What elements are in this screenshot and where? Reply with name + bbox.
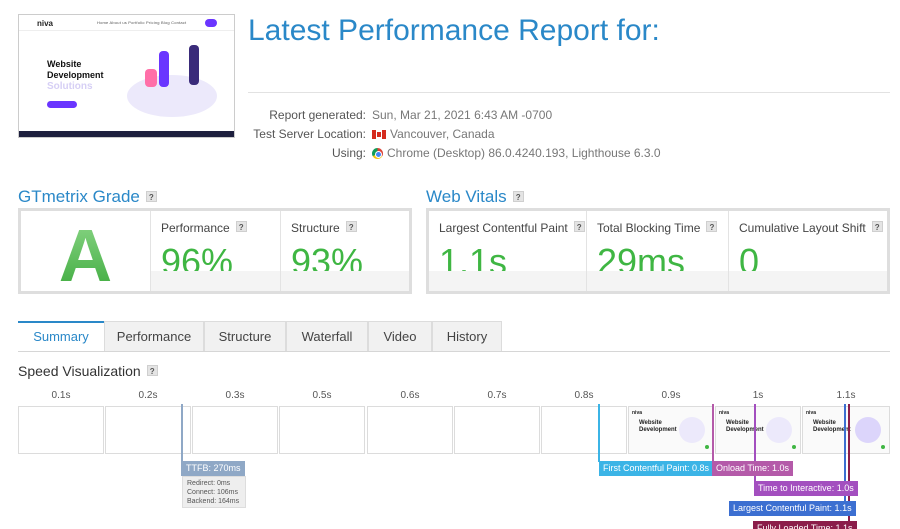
fully-loaded-line [848, 404, 850, 529]
filmstrip-frame[interactable] [105, 406, 191, 454]
vitals-panel: Largest Contentful Paint? 1.1s Total Blo… [426, 208, 890, 294]
filmstrip-frame[interactable] [454, 406, 540, 454]
filmstrip-frame[interactable] [367, 406, 453, 454]
tab-video[interactable]: Video [368, 321, 432, 351]
speed-visualization-title: Speed Visualization? [18, 363, 158, 379]
timeline-tick: 0.9s [661, 390, 681, 401]
filmstrip-frame[interactable] [279, 406, 365, 454]
fcp-line [598, 404, 600, 462]
grade-letter: A [21, 213, 150, 298]
chrome-icon [372, 148, 383, 159]
tti-marker: Time to Interactive: 1.0s [754, 481, 858, 496]
screenshot-headline: Website Development [47, 59, 104, 80]
vitals-section-title: Web Vitals? [426, 187, 524, 207]
canada-flag-icon [372, 130, 386, 139]
filmstrip-frame[interactable] [18, 406, 104, 454]
tbt-cell: Total Blocking Time? 29ms [587, 211, 729, 291]
structure-label: Structure? [291, 221, 357, 235]
timeline-tick: 0.8s [574, 390, 594, 401]
ttfb-breakdown: Redirect: 0ms Connect: 106ms Backend: 16… [182, 476, 246, 508]
screenshot-cta [47, 101, 77, 108]
performance-help-icon[interactable]: ? [235, 221, 247, 232]
timeline-tick: 1.1s [836, 390, 856, 401]
lcp-marker: Largest Contentful Paint: 1.1s [729, 501, 856, 516]
tbt-help-icon[interactable]: ? [706, 221, 718, 232]
filmstrip-frame[interactable] [192, 406, 278, 454]
lcp-help-icon[interactable]: ? [573, 221, 585, 232]
lcp-label: Largest Contentful Paint? [439, 221, 585, 235]
browser-label: Using: [331, 146, 366, 160]
timeline-tick: 1s [752, 390, 764, 401]
speed-help-icon[interactable]: ? [146, 365, 158, 376]
onload-line [712, 404, 714, 462]
cls-cell: Cumulative Layout Shift? 0 [729, 211, 887, 291]
timeline-tick: 0.3s [225, 390, 245, 401]
grade-panel: A Performance? 96% Structure? 93% [18, 208, 412, 297]
onload-marker: Onload Time: 1.0s [712, 461, 794, 476]
tab-performance[interactable]: Performance [104, 321, 204, 351]
title-divider [248, 92, 890, 93]
structure-help-icon[interactable]: ? [345, 221, 357, 232]
screenshot-illustration [127, 75, 217, 117]
tbt-label: Total Blocking Time? [597, 221, 718, 235]
vitals-help-icon[interactable]: ? [512, 191, 524, 202]
report-generated-label: Report generated: [269, 108, 366, 122]
report-generated-value: Sun, Mar 21, 2021 6:43 AM -0700 [372, 108, 553, 122]
grade-cell: A [21, 211, 151, 297]
filmstrip-frame-rendered[interactable]: niva Website Development [628, 406, 714, 454]
screenshot-nav-button [205, 19, 217, 27]
timeline-tick: 0.5s [312, 390, 332, 401]
grade-section-title: GTmetrix Grade? [18, 187, 157, 207]
lcp-line [844, 404, 846, 502]
timeline-tick: 0.1s [51, 390, 71, 401]
structure-cell: Structure? 93% [281, 211, 409, 291]
server-location: Vancouver, Canada [372, 127, 495, 141]
screenshot-logo: niva [37, 19, 54, 28]
tab-structure[interactable]: Structure [204, 321, 286, 351]
ttfb-marker: TTFB: 270ms [182, 461, 245, 476]
screenshot-nav: niva Home About us Portfolio Pricing Blo… [19, 15, 234, 31]
fcp-marker: First Contentful Paint: 0.8s [599, 461, 714, 476]
fully-loaded-marker: Fully Loaded Time: 1.1s [753, 521, 857, 529]
report-tabs: Summary Performance Structure Waterfall … [18, 321, 890, 352]
lcp-cell: Largest Contentful Paint? 1.1s [429, 211, 587, 291]
timeline-tick: 0.6s [400, 390, 420, 401]
cls-label: Cumulative Layout Shift? [739, 221, 883, 235]
timeline-tick: 0.2s [138, 390, 158, 401]
performance-cell: Performance? 96% [151, 211, 281, 291]
timeline-tick: 0.7s [487, 390, 507, 401]
page-title: Latest Performance Report for: [248, 14, 660, 47]
tti-line [754, 404, 756, 482]
tab-waterfall[interactable]: Waterfall [286, 321, 368, 351]
filmstrip-frame-rendered[interactable]: niva Website Development [802, 406, 890, 454]
tab-history[interactable]: History [432, 321, 502, 351]
cls-help-icon[interactable]: ? [871, 221, 883, 232]
filmstrip-frame[interactable] [541, 406, 627, 454]
ttfb-line [181, 404, 183, 476]
browser-value: Chrome (Desktop) 86.0.4240.193, Lighthou… [372, 146, 661, 160]
site-screenshot[interactable]: niva Home About us Portfolio Pricing Blo… [18, 14, 235, 138]
filmstrip-frame-rendered[interactable]: niva Website Development [715, 406, 801, 454]
grade-help-icon[interactable]: ? [145, 191, 157, 202]
screenshot-headline-accent: Solutions [47, 81, 93, 92]
screenshot-footer [19, 131, 234, 137]
screenshot-nav-links: Home About us Portfolio Pricing Blog Con… [97, 20, 187, 25]
server-location-label: Test Server Location: [253, 127, 366, 141]
tab-summary[interactable]: Summary [18, 321, 104, 351]
performance-label: Performance? [161, 221, 247, 235]
